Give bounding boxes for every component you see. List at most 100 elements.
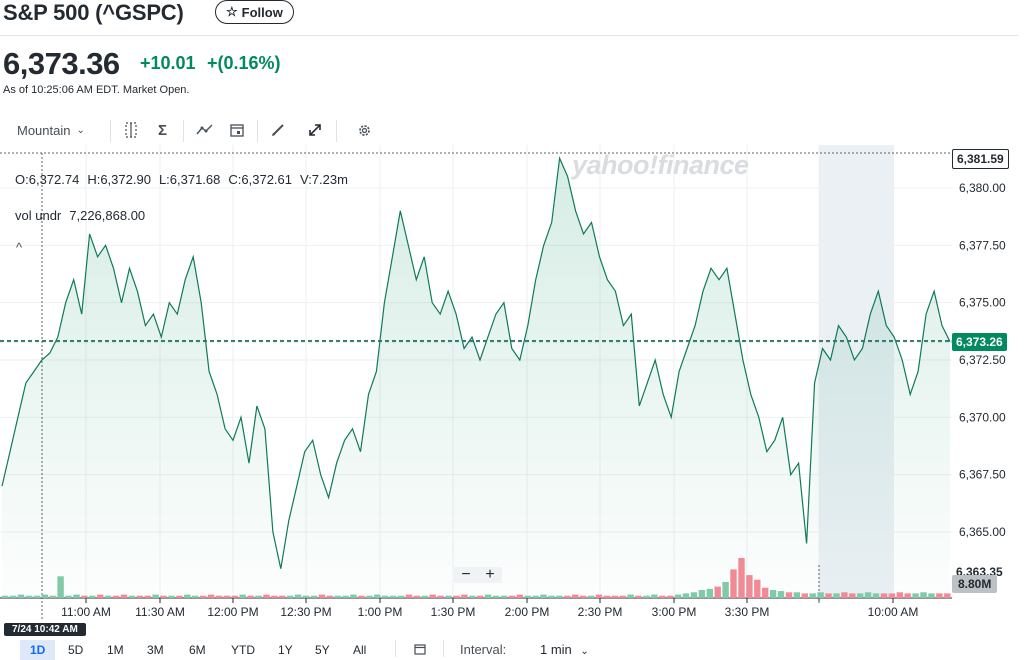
volume-bar bbox=[611, 595, 618, 598]
volume-bar bbox=[255, 595, 262, 598]
volume-bar bbox=[152, 594, 159, 598]
volume-bar bbox=[405, 594, 413, 598]
indicator-sigma-icon[interactable]: Σ bbox=[158, 121, 168, 139]
high-price-tag: 6,381.59 bbox=[952, 149, 1009, 169]
crosshair-time-tag: 7/24 10:42 AM bbox=[4, 623, 86, 636]
volume-bar bbox=[120, 594, 128, 598]
volume-bar bbox=[532, 595, 539, 598]
follow-button[interactable]: ☆ Follow bbox=[215, 0, 294, 24]
x-tick-label: 1:00 PM bbox=[358, 605, 403, 619]
volume-bar bbox=[595, 594, 603, 598]
toolbar-divider bbox=[110, 120, 111, 142]
volume-bar bbox=[168, 595, 175, 598]
y-tick-label: 6,377.50 bbox=[959, 238, 1006, 252]
volume-bar bbox=[690, 592, 698, 598]
header-divider bbox=[0, 35, 1018, 36]
range-all[interactable]: All bbox=[353, 643, 367, 657]
volume-study-label: vol undr bbox=[15, 208, 62, 223]
volume-bar bbox=[928, 593, 935, 598]
volume-bar bbox=[89, 595, 96, 598]
volume-bar bbox=[358, 595, 365, 598]
volume-bar bbox=[136, 595, 143, 598]
volume-bar bbox=[41, 594, 48, 598]
price-area-fill bbox=[2, 158, 950, 598]
expand-icon[interactable] bbox=[308, 120, 322, 140]
volume-bar bbox=[524, 595, 531, 598]
date-picker-icon[interactable] bbox=[414, 642, 426, 660]
volume-bar bbox=[112, 595, 120, 598]
volume-bar bbox=[849, 593, 856, 598]
volume-bar bbox=[57, 576, 64, 598]
interval-value: 1 min bbox=[540, 642, 572, 657]
volume-bar bbox=[287, 595, 294, 598]
volume-bar bbox=[579, 595, 587, 598]
volume-bar bbox=[817, 592, 824, 598]
volume-bar bbox=[397, 595, 405, 598]
volume-bar bbox=[73, 594, 80, 598]
volume-bar bbox=[603, 595, 611, 598]
volume-bar bbox=[382, 595, 389, 598]
x-tick-label: 1:30 PM bbox=[431, 605, 476, 619]
range-5d[interactable]: 5D bbox=[68, 643, 84, 657]
zoom-in-button[interactable]: + bbox=[478, 566, 502, 583]
volume-bar bbox=[793, 592, 801, 598]
volume-bar bbox=[864, 592, 872, 598]
x-tick-label: 12:30 PM bbox=[280, 605, 331, 619]
draw-icon[interactable] bbox=[271, 120, 285, 140]
y-tick-label: 6,365.00 bbox=[959, 525, 1006, 539]
volume-bar bbox=[342, 595, 349, 598]
zoom-out-button[interactable]: − bbox=[454, 566, 478, 583]
range-1m[interactable]: 1M bbox=[107, 643, 124, 657]
current-price: 6,373.36 bbox=[3, 46, 120, 81]
volume-study-readout: vol undr 7,226,868.00 bbox=[15, 208, 145, 223]
volume-bar bbox=[635, 595, 642, 598]
volume-bar bbox=[572, 594, 579, 598]
volume-bar bbox=[801, 593, 808, 598]
ohlc-readout: O:6,372.74 H:6,372.90 L:6,371.68 C:6,372… bbox=[15, 172, 348, 187]
volume-bar bbox=[318, 594, 326, 598]
calendar-event-icon[interactable] bbox=[230, 120, 244, 140]
settings-icon[interactable] bbox=[357, 120, 372, 140]
market-status: As of 10:25:06 AM EDT. Market Open. bbox=[3, 84, 190, 96]
chart-type-dropdown[interactable]: Mountain ⌄ bbox=[17, 120, 85, 140]
volume-bar bbox=[326, 595, 333, 598]
volume-bar bbox=[682, 593, 690, 598]
interval-dropdown[interactable]: 1 min ⌄ bbox=[540, 642, 589, 657]
volume-bar bbox=[445, 595, 452, 598]
range-1d[interactable]: 1D bbox=[20, 640, 56, 660]
volume-bar bbox=[880, 593, 888, 598]
collapse-chevron-icon[interactable]: ^ bbox=[16, 240, 23, 255]
range-3m[interactable]: 3M bbox=[147, 643, 164, 657]
volume-bar bbox=[144, 595, 151, 598]
volume-bar bbox=[785, 592, 793, 598]
high-value: H:6,372.90 bbox=[87, 172, 151, 187]
range-6m[interactable]: 6M bbox=[189, 643, 206, 657]
volume-bar bbox=[667, 595, 674, 598]
range-1y[interactable]: 1Y bbox=[278, 643, 293, 657]
trend-icon[interactable] bbox=[196, 120, 214, 140]
volume-bar bbox=[294, 594, 302, 598]
volume-bar bbox=[302, 595, 310, 598]
volume-bar bbox=[453, 595, 460, 598]
range-5y[interactable]: 5Y bbox=[315, 643, 330, 657]
x-tick-label: 7/25 bbox=[807, 620, 831, 621]
volume-bar bbox=[279, 595, 286, 598]
volume-study-value: 7,226,868.00 bbox=[69, 208, 146, 223]
volume-bar bbox=[714, 586, 721, 598]
volume-bar bbox=[730, 569, 737, 598]
y-tick-label: 6,380.00 bbox=[959, 181, 1006, 195]
volume-bar bbox=[192, 595, 199, 598]
volume-bar bbox=[429, 594, 436, 598]
yahoo-finance-watermark: yahoo!finance bbox=[572, 150, 749, 180]
x-tick-label: 10:00 AM bbox=[868, 605, 919, 619]
volume-bar bbox=[160, 595, 167, 598]
compare-icon[interactable] bbox=[124, 120, 138, 140]
last-price-tag: 6,373.26 bbox=[952, 333, 1007, 351]
volume-bar bbox=[769, 590, 777, 598]
range-ytd[interactable]: YTD bbox=[231, 643, 255, 657]
volume-bar bbox=[9, 595, 17, 598]
volume-bar bbox=[754, 579, 761, 598]
toolbar-divider bbox=[183, 120, 184, 142]
price-chart[interactable]: 6,380.00 6,377.50 6,375.00 6,372.50 6,370.00… bbox=[0, 145, 1033, 621]
chevron-down-icon: ⌄ bbox=[580, 646, 589, 657]
